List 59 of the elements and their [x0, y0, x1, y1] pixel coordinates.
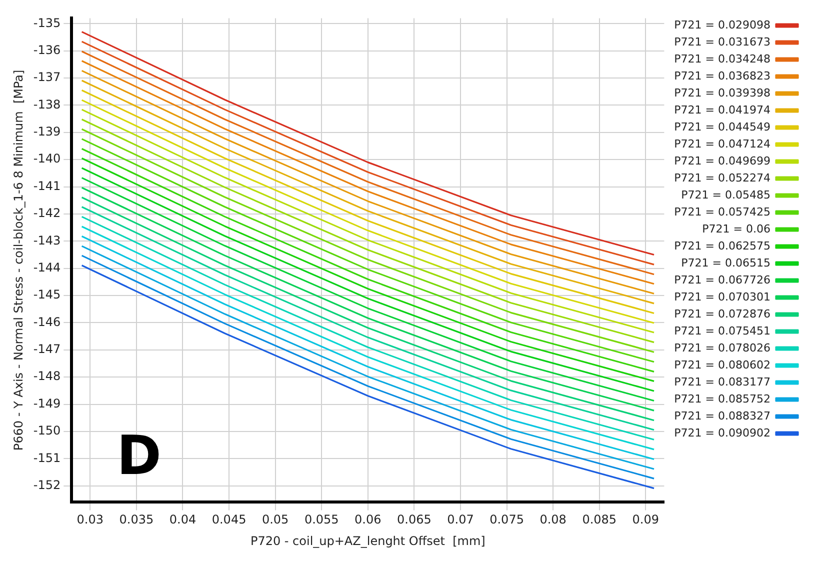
x-tick-label: 0.07 [447, 512, 474, 527]
x-tick-label: 0.065 [397, 512, 432, 527]
legend-label: P721 = 0.029098 [674, 18, 770, 32]
x-tick-label: 0.035 [119, 512, 154, 527]
y-tick-label: -150 [33, 424, 61, 438]
legend-label: P721 = 0.06 [702, 222, 770, 236]
y-tick-label: -139 [33, 124, 61, 139]
x-tick-label: 0.08 [540, 512, 566, 527]
legend-label: P721 = 0.031673 [674, 35, 770, 48]
x-axis-title: P720 - coil_up+AZ_lenght Offset [mm] [250, 534, 486, 548]
legend-label: P721 = 0.034248 [674, 52, 770, 66]
y-tick-label: -140 [33, 152, 61, 166]
legend-label: P721 = 0.041974 [674, 103, 770, 116]
y-tick-label: -149 [33, 396, 61, 410]
x-tick-label: 0.04 [169, 512, 196, 527]
x-tick-label: 0.03 [76, 512, 104, 527]
y-tick-label: -152 [33, 478, 61, 492]
legend-label: P721 = 0.072876 [674, 307, 770, 320]
legend-label: P721 = 0.070301 [674, 290, 770, 304]
x-tick-label: 0.075 [490, 512, 524, 527]
legend-label: P721 = 0.075451 [674, 324, 770, 338]
y-tick-label: -136 [33, 42, 61, 57]
legend-label: P721 = 0.047124 [674, 137, 770, 150]
legend-label: P721 = 0.049699 [674, 154, 770, 168]
legend-label: P721 = 0.080602 [674, 358, 770, 372]
x-tick-label: 0.09 [632, 512, 660, 527]
legend-label: P721 = 0.036823 [674, 69, 770, 82]
legend-label: P721 = 0.067726 [674, 273, 770, 286]
y-tick-label: -138 [33, 97, 61, 112]
y-tick-label: -145 [33, 288, 61, 302]
x-tick-label: 0.055 [304, 512, 339, 527]
legend-label: P721 = 0.078026 [674, 341, 770, 354]
legend-label: P721 = 0.05485 [681, 188, 770, 202]
legend-label: P721 = 0.052274 [674, 171, 770, 184]
legend-label: P721 = 0.044549 [674, 120, 770, 134]
y-tick-label: -146 [33, 314, 61, 329]
y-tick-label: -148 [33, 369, 61, 384]
legend-label: P721 = 0.06515 [681, 256, 770, 270]
annotation: D [116, 424, 162, 488]
legend-label: P721 = 0.057425 [674, 205, 770, 218]
y-tick-label: -144 [33, 260, 61, 274]
y-tick-label: -151 [33, 450, 61, 465]
y-tick-label: -147 [33, 342, 61, 356]
x-tick-label: 0.045 [212, 512, 246, 527]
legend-label: P721 = 0.085752 [674, 392, 770, 406]
y-tick-label: -135 [33, 16, 61, 30]
x-tick-label: 0.06 [354, 512, 382, 527]
legend-label: P721 = 0.088327 [674, 409, 770, 422]
legend-label: P721 = 0.039398 [674, 86, 770, 100]
legend-label: P721 = 0.062575 [674, 239, 770, 252]
y-tick-label: -142 [33, 206, 61, 220]
x-tick-label: 0.05 [262, 512, 289, 527]
y-tick-label: -137 [33, 70, 61, 84]
legend-label: P721 = 0.090902 [674, 426, 770, 440]
y-axis-title: P660 - Y Axis - Normal Stress - coil-block_1-6 8 Minimum [MPa] [11, 70, 26, 451]
y-tick-label: -143 [33, 233, 61, 248]
x-tick-label: 0.085 [582, 512, 617, 527]
legend-label: P721 = 0.083177 [674, 375, 770, 388]
y-tick-label: -141 [33, 178, 61, 193]
